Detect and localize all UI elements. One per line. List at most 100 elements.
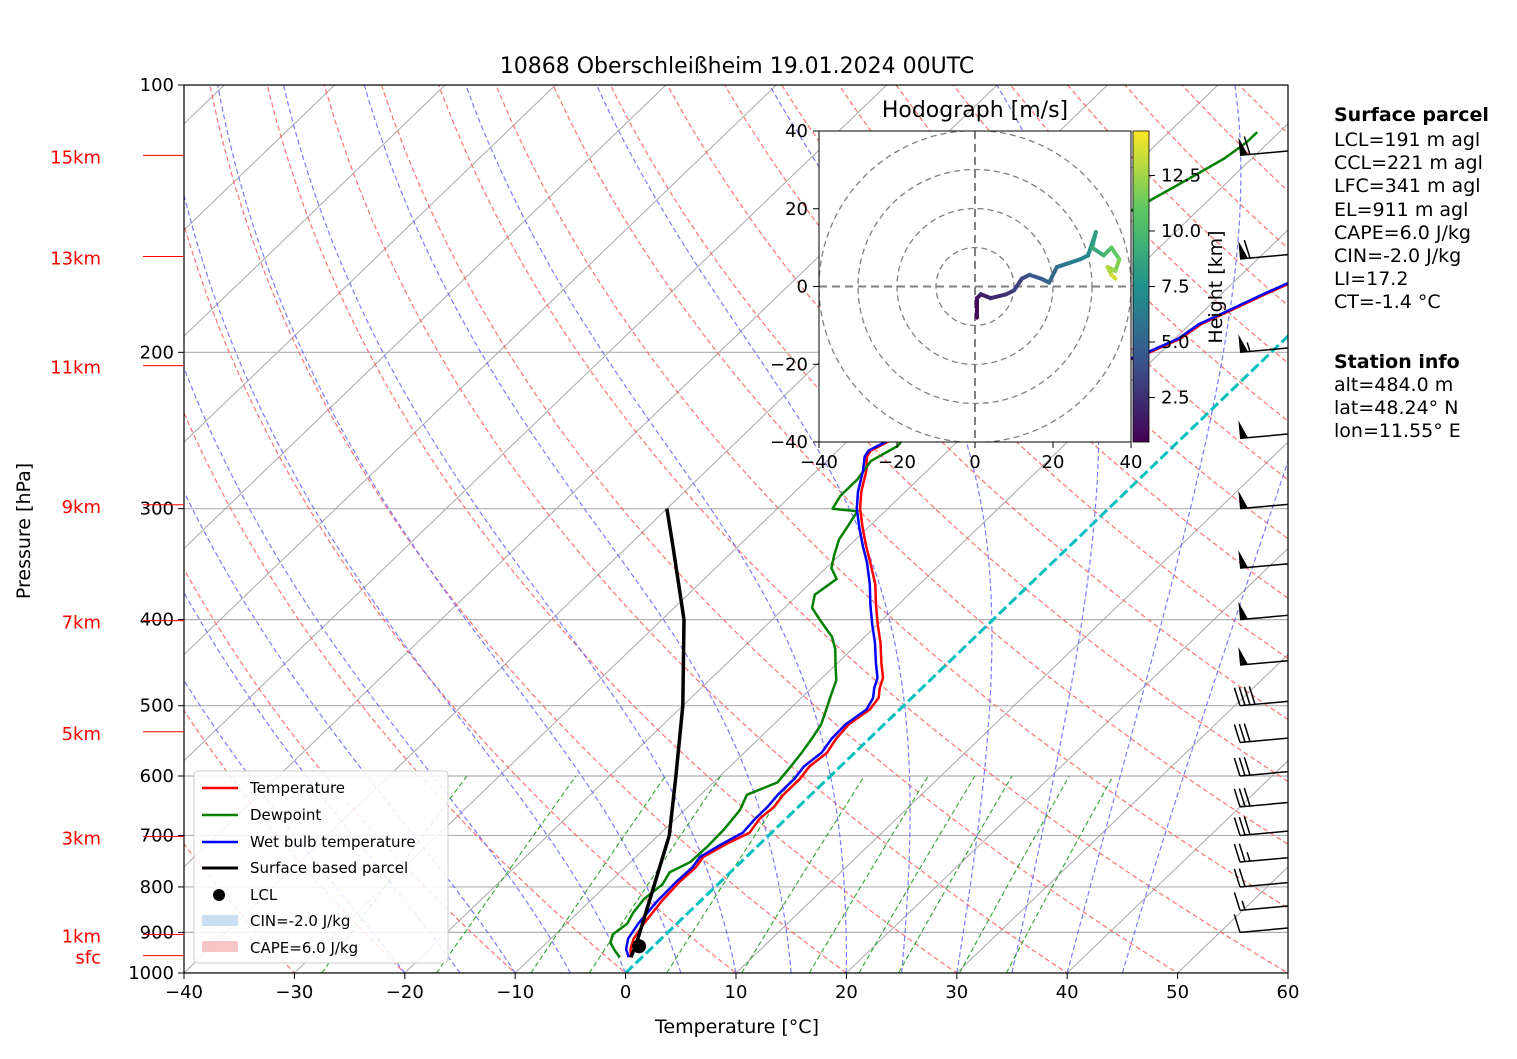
wind-barb bbox=[1238, 334, 1288, 354]
height-label: 13km bbox=[50, 248, 101, 269]
hodograph-segment bbox=[1090, 245, 1106, 258]
zero-isotherm bbox=[624, 333, 1288, 973]
colorbar-tick-label: 7.5 bbox=[1161, 277, 1190, 298]
y-tick-label: 600 bbox=[140, 766, 174, 787]
y-tick-label: 900 bbox=[140, 922, 174, 943]
barb-pennant bbox=[1238, 601, 1248, 620]
y-axis-label: Pressure [hPa] bbox=[13, 463, 35, 599]
parcel-line: CCL=221 m agl bbox=[1334, 152, 1483, 174]
colorbar-tick-label: 10.0 bbox=[1161, 221, 1201, 242]
isotherm bbox=[956, 653, 1288, 973]
barb-flag bbox=[1233, 687, 1241, 706]
barb-shaft bbox=[1239, 881, 1288, 888]
parcel-line: LFC=341 m agl bbox=[1334, 175, 1481, 197]
hodograph-segment bbox=[1012, 276, 1024, 293]
hodograph-grid bbox=[819, 131, 1131, 442]
legend: Temperature Dewpoint Wet bulb temperatur… bbox=[193, 770, 449, 964]
hodograph-x-tick-label: −40 bbox=[800, 452, 838, 473]
barb-shaft bbox=[1239, 801, 1288, 808]
barb-flag bbox=[1248, 686, 1256, 705]
x-tick-label: −10 bbox=[496, 982, 534, 1003]
height-label: 5km bbox=[62, 724, 101, 745]
wind-barb bbox=[1238, 420, 1288, 440]
legend-label-wetbulb: Wet bulb temperature bbox=[250, 833, 416, 851]
lcl-marker bbox=[632, 939, 647, 954]
wind-barb bbox=[1233, 914, 1288, 934]
dry-adiabat bbox=[209, 85, 848, 973]
barb-flag bbox=[1233, 868, 1241, 888]
dry-adiabat bbox=[438, 85, 1288, 973]
barb-flag bbox=[1243, 723, 1251, 742]
barb-flag bbox=[1243, 686, 1251, 706]
wetbulb-line bbox=[624, 281, 1288, 958]
hodograph: −40 −20 0 20 40 −40 −20 0 20 40 Hodograph [m/s] 2… bbox=[770, 98, 1227, 473]
y-tick-label: 100 bbox=[140, 75, 174, 96]
skewt-grid bbox=[184, 85, 1288, 973]
isotherm bbox=[404, 123, 1288, 973]
wind-barb bbox=[1233, 816, 1288, 837]
parcel-line bbox=[629, 508, 686, 958]
isotherm bbox=[184, 85, 888, 762]
wind-barb bbox=[1238, 550, 1288, 569]
chart-title: 10868 Oberschleißheim 19.01.2024 00UTC bbox=[500, 54, 975, 79]
barb-flag bbox=[1233, 843, 1241, 863]
legend-swatch-cape bbox=[202, 941, 238, 952]
y-tick-label: 800 bbox=[140, 877, 174, 898]
legend-swatch-cin bbox=[202, 915, 238, 926]
x-tick-label: 30 bbox=[945, 982, 968, 1003]
moist-adiabat bbox=[363, 85, 792, 973]
moist-adiabat bbox=[595, 85, 911, 973]
x-tick-label: −20 bbox=[386, 982, 424, 1003]
height-label: 3km bbox=[62, 829, 101, 850]
y-tick-label: 1000 bbox=[128, 963, 174, 984]
parcel-line: LI=17.2 bbox=[1334, 268, 1408, 290]
barb-flag bbox=[1238, 816, 1246, 836]
isotherm bbox=[514, 229, 1288, 973]
parcel-line: CAPE=6.0 J/kg bbox=[1334, 222, 1471, 244]
hodograph-segment bbox=[988, 292, 1009, 301]
isotherm bbox=[184, 85, 446, 337]
dry-adiabat bbox=[323, 85, 1069, 973]
wind-barbs bbox=[1233, 136, 1288, 934]
mixing-ratio-line bbox=[808, 775, 929, 973]
wind-barb bbox=[1238, 490, 1288, 510]
colorbar bbox=[1132, 130, 1150, 443]
legend-label-dewpoint: Dewpoint bbox=[250, 806, 321, 824]
parcel-title: Surface parcel bbox=[1334, 104, 1489, 126]
isotherm bbox=[184, 85, 557, 443]
barb-flag bbox=[1243, 816, 1251, 835]
x-tick-label: 20 bbox=[835, 982, 858, 1003]
hodograph-y-tick-label: 0 bbox=[797, 277, 808, 298]
parcel-line: CIN=-2.0 J/kg bbox=[1334, 245, 1461, 267]
hodograph-x-tick-label: −20 bbox=[878, 452, 916, 473]
height-label: 9km bbox=[62, 497, 101, 518]
barb-half bbox=[1246, 851, 1251, 862]
hodograph-segment bbox=[1090, 230, 1098, 250]
barb-half bbox=[1246, 342, 1251, 352]
dry-adiabat bbox=[184, 411, 627, 973]
isotherm bbox=[845, 547, 1288, 973]
barb-flag bbox=[1233, 724, 1241, 743]
colorbar-tick-label: 5.0 bbox=[1161, 332, 1190, 353]
dry-adiabat bbox=[184, 567, 517, 973]
mixing-ratio-line bbox=[1005, 775, 1114, 973]
hodograph-y-tick-label: 20 bbox=[785, 199, 808, 220]
height-label: 15km bbox=[50, 147, 101, 168]
barb-pennant bbox=[1238, 241, 1248, 259]
barb-shaft bbox=[1239, 830, 1288, 837]
moist-adiabat bbox=[465, 85, 847, 973]
mixing-ratio-line bbox=[588, 775, 722, 973]
wind-barb bbox=[1238, 647, 1288, 666]
hodograph-segment bbox=[1054, 261, 1071, 270]
colorbar-ticks: 2.5 5.0 7.5 10.0 12.5 bbox=[1149, 165, 1201, 409]
wind-barb bbox=[1233, 892, 1288, 912]
barb-flag bbox=[1238, 757, 1246, 776]
dry-adiabat bbox=[380, 85, 1179, 973]
station-title: Station info bbox=[1334, 351, 1460, 373]
barb-flag bbox=[1238, 843, 1246, 862]
x-tick-label: 10 bbox=[725, 982, 748, 1003]
barb-flag bbox=[1243, 136, 1251, 155]
hodograph-axes: −40 −20 0 20 40 −40 −20 0 20 40 bbox=[770, 121, 1142, 473]
